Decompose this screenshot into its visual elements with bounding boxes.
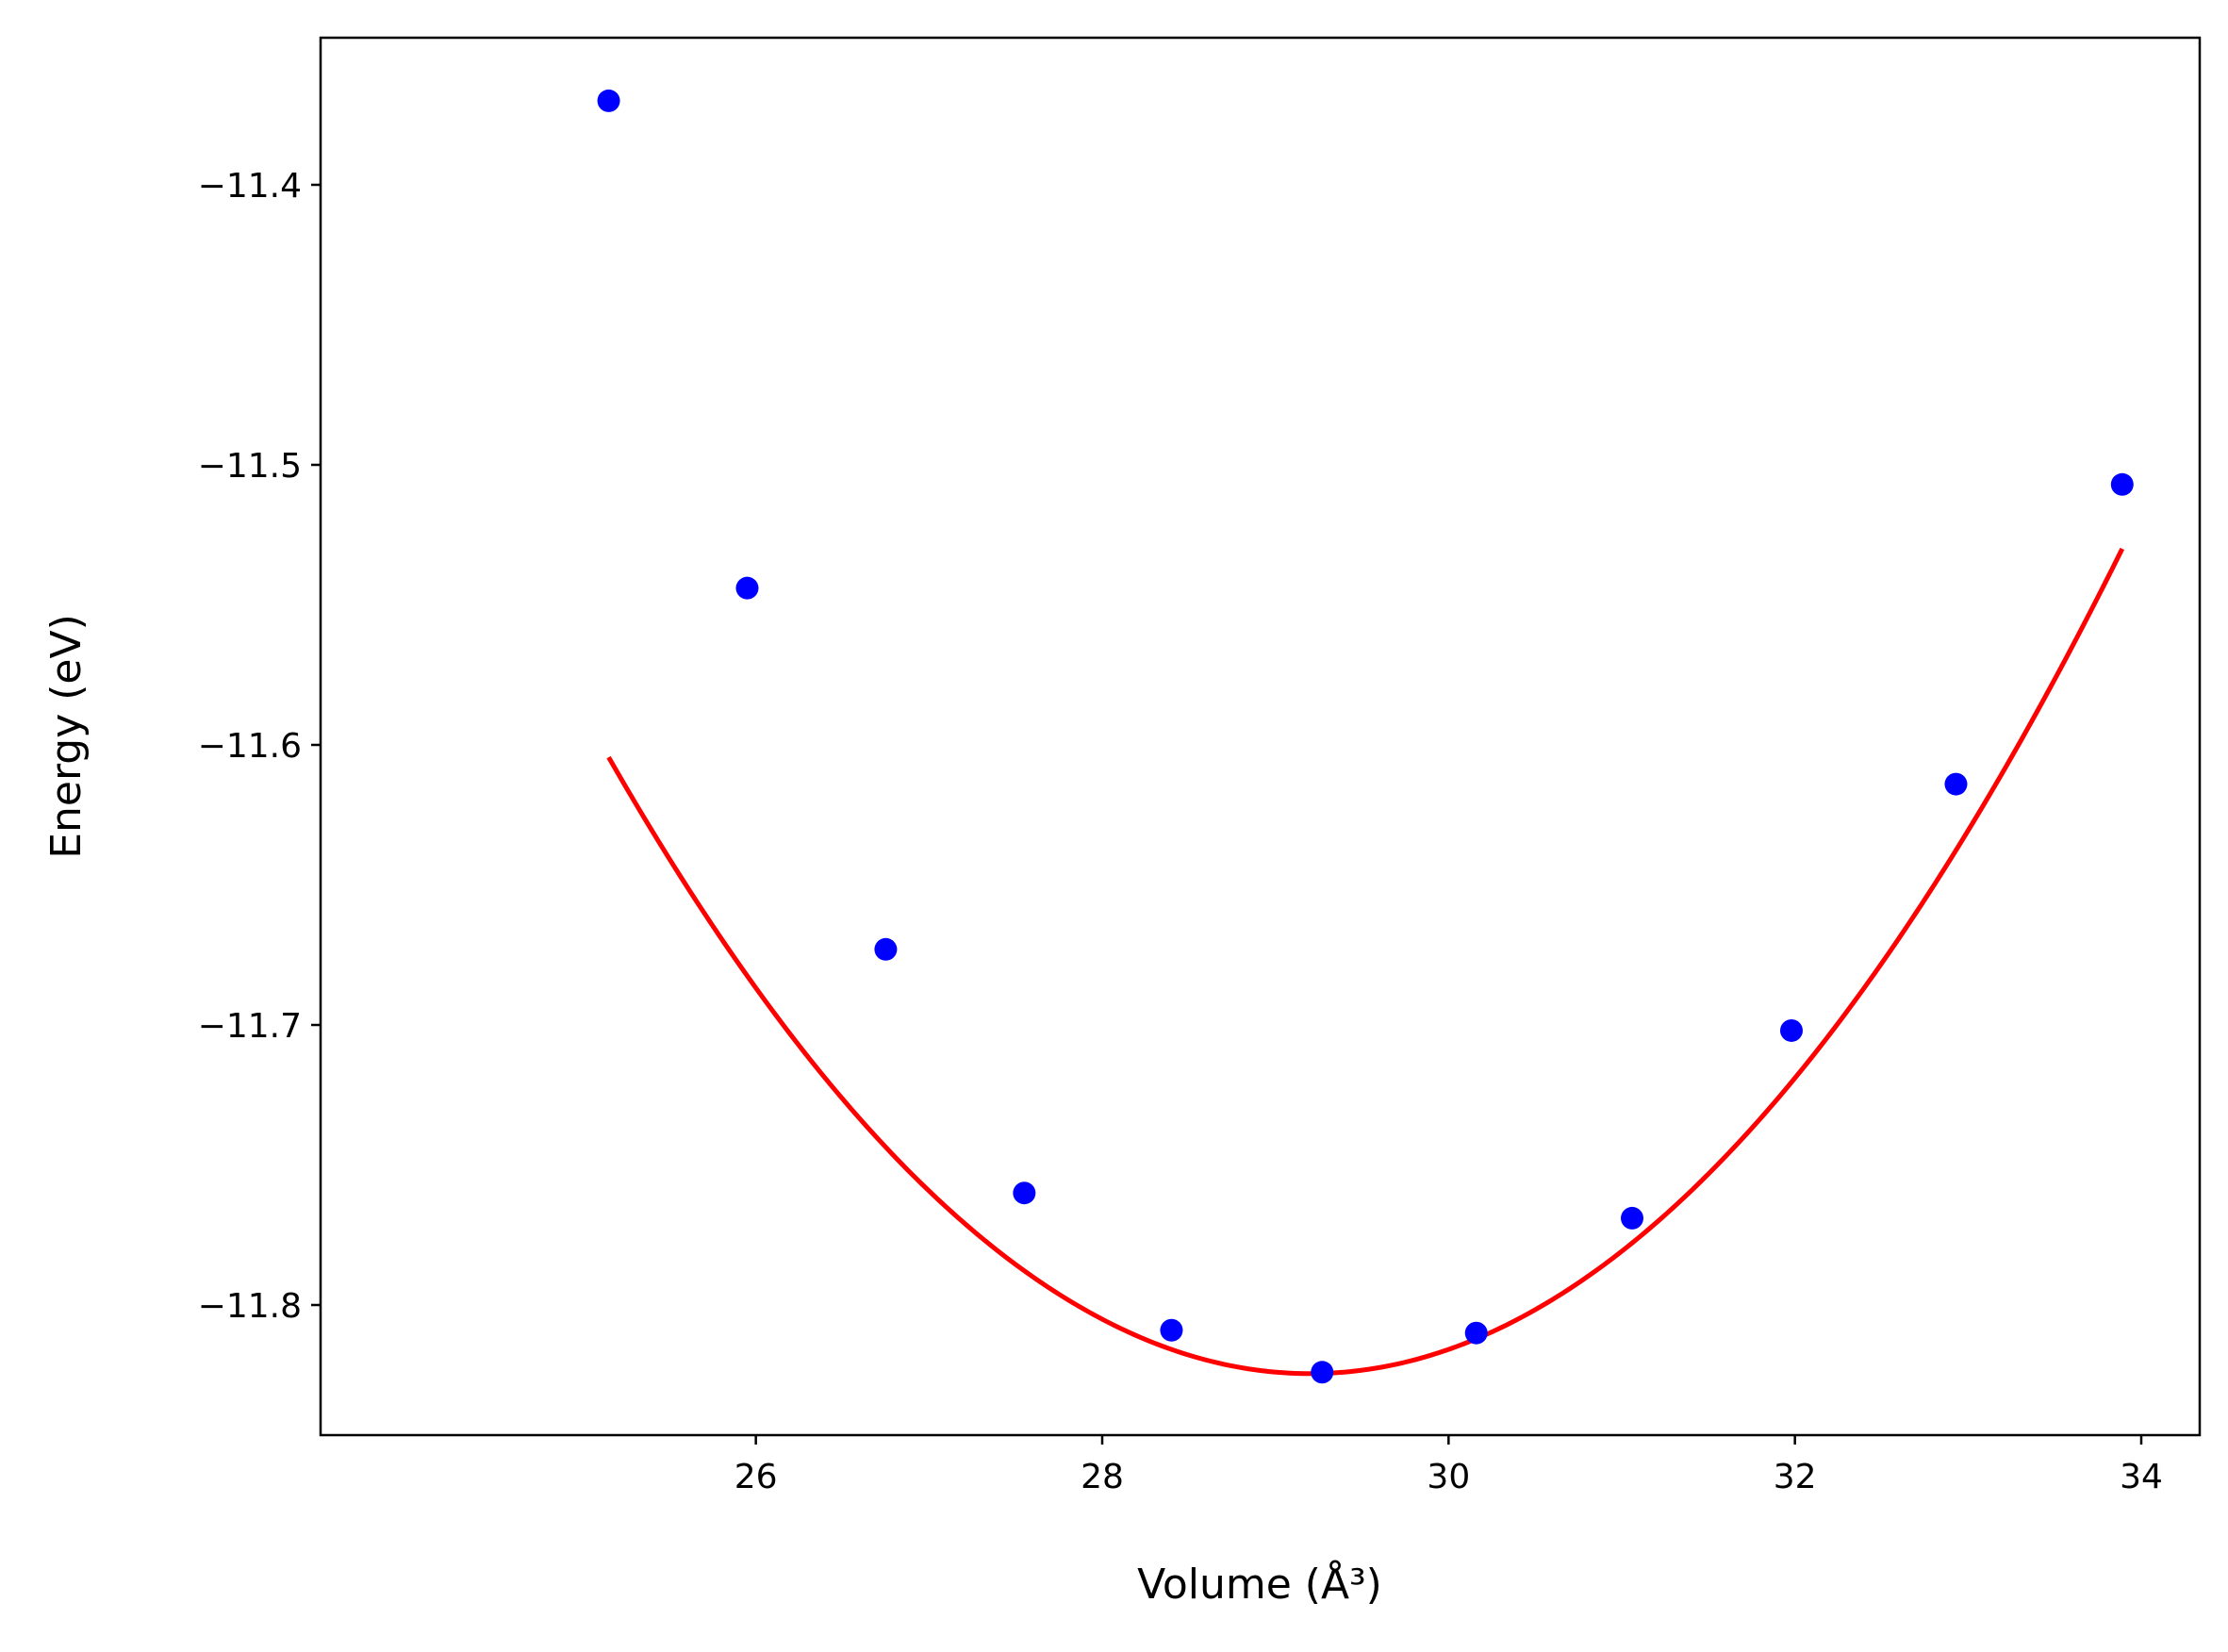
fit-curve-layer	[606, 547, 2125, 1377]
y-tick-label: −11.5	[198, 447, 302, 486]
fit-curve-line	[606, 547, 2125, 1377]
data-point	[874, 937, 898, 961]
x-tick-label: 26	[734, 1458, 778, 1496]
y-tick-label: −11.4	[198, 167, 302, 206]
y-tick-label: −11.8	[198, 1287, 302, 1326]
y-axis-label: Energy (eV)	[42, 614, 91, 859]
data-point	[735, 576, 759, 600]
x-tick-label: 32	[1774, 1458, 1817, 1496]
data-point	[1464, 1321, 1488, 1345]
x-axis-ticks: 26 28 30 32 34	[734, 1435, 2163, 1496]
y-tick-label: −11.7	[198, 1007, 302, 1046]
data-point	[1160, 1318, 1183, 1342]
x-tick-label: 28	[1081, 1458, 1124, 1496]
x-axis-label: Volume (Å³)	[1137, 1559, 1382, 1609]
data-point	[597, 89, 620, 112]
data-point	[1779, 1018, 1803, 1042]
data-point	[2110, 472, 2134, 496]
x-tick-label: 34	[2120, 1458, 2163, 1496]
data-points-layer	[597, 89, 2134, 1384]
data-point	[1621, 1206, 1644, 1230]
plot-frame	[319, 36, 2202, 1437]
x-tick-label: 30	[1427, 1458, 1470, 1496]
data-point	[1944, 772, 1968, 796]
data-point	[1013, 1181, 1036, 1205]
data-point	[1311, 1361, 1334, 1384]
y-axis-ticks: −11.4 −11.5 −11.6 −11.7 −11.8	[198, 167, 321, 1326]
y-tick-label: −11.6	[198, 727, 302, 766]
